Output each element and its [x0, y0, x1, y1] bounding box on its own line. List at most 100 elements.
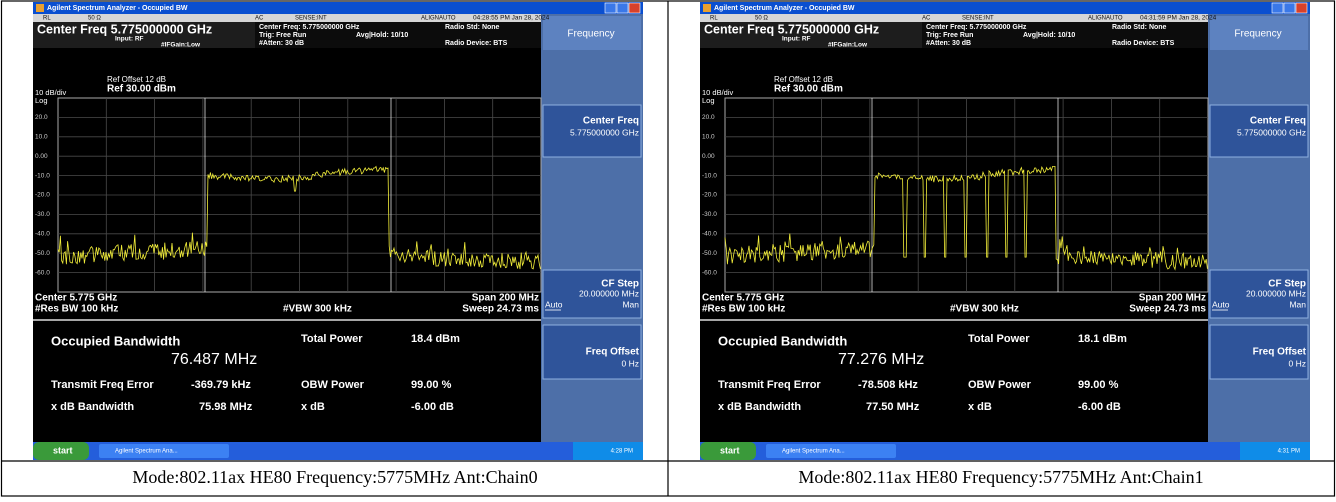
y-axis-label: -30.0: [35, 211, 50, 218]
window-button: [604, 2, 617, 14]
key-center-value: 5.775000000 GHz: [570, 127, 639, 137]
avg: Avg|Hold: 10/10: [356, 32, 408, 39]
timestamp: 04:28:55 PM Jan 28, 2024: [473, 15, 550, 22]
scale: 10 dB/div: [702, 88, 734, 97]
task-button: [766, 444, 896, 458]
coupling: AC: [922, 16, 931, 22]
align: ALIGNAUTO: [421, 16, 456, 22]
y-axis-label: -50.0: [702, 250, 717, 257]
radio-std: Radio Std: None: [1112, 24, 1167, 31]
coupling: AC: [255, 16, 264, 22]
key-center-value: 5.775000000 GHz: [1237, 127, 1306, 137]
radio-std: Radio Std: None: [445, 24, 500, 31]
window-button: [1271, 2, 1284, 14]
y-axis-label: 0.00: [35, 153, 48, 160]
tray: [573, 442, 643, 460]
task: Agilent Spectrum Ana...: [782, 449, 845, 455]
y-axis-label: -40.0: [35, 231, 50, 238]
obw-power: 99.00 %: [411, 379, 452, 391]
tfe-label: Transmit Freq Error: [718, 379, 821, 391]
tfe: -78.508 kHz: [858, 379, 918, 391]
xdb-bw-label: x dB Bandwidth: [718, 401, 801, 413]
key-auto: Auto: [1212, 299, 1230, 309]
analyzer-screenshot: 20.0 10.0 0.00 -10.0 -20.0 -30.0 -40.0 -50.0 -60…: [700, 2, 1310, 460]
scale: 10 dB/div: [35, 88, 67, 97]
window-button: [1283, 2, 1296, 14]
radio-device: Radio Device: BTS: [445, 40, 508, 47]
xdb-bw-label: x dB Bandwidth: [51, 401, 134, 413]
xdb-bw: 75.98 MHz: [199, 401, 253, 413]
tray: [1240, 442, 1310, 460]
start: start: [720, 445, 740, 455]
xdb-label: x dB: [968, 401, 992, 413]
start: start: [53, 445, 73, 455]
app-icon: [703, 4, 711, 12]
title-bar: [33, 2, 643, 14]
avg: Avg|Hold: 10/10: [1023, 32, 1075, 39]
xdb: -6.00 dB: [411, 401, 454, 413]
obw-label: Occupied Bandwidth: [51, 333, 180, 348]
input: Input: RF: [782, 36, 811, 43]
impedance: 50 Ω: [755, 16, 768, 22]
y-axis-label: -60.0: [702, 269, 717, 276]
log: Log: [35, 96, 48, 105]
key-cfstep-value: 20.000000 MHz: [579, 288, 639, 298]
obw-value: 76.487 MHz: [171, 351, 257, 368]
ifgain: #IFGain:Low: [828, 42, 868, 49]
xdb: -6.00 dB: [1078, 401, 1121, 413]
y-axis-label: -60.0: [35, 269, 50, 276]
key-cfstep: CF Step: [1268, 279, 1306, 290]
center-freq: Center Freq 5.775000000 GHz: [704, 22, 879, 36]
ifgain: #IFGain:Low: [161, 42, 201, 49]
vbw: #VBW 300 kHz: [950, 304, 1019, 315]
center: Center 5.775 GHz: [35, 293, 117, 304]
key-auto: Auto: [545, 299, 563, 309]
tfe: -369.79 kHz: [191, 379, 251, 391]
y-axis-label: 0.00: [702, 153, 715, 160]
caption: Mode:802.11ax HE80 Frequency:5775MHz Ant…: [132, 467, 537, 487]
header-left: [33, 22, 255, 48]
atten: #Atten: 30 dB: [259, 40, 304, 47]
start-button: [700, 442, 756, 460]
softkey-button: [542, 104, 642, 158]
menu: Frequency: [1234, 29, 1281, 40]
y-axis-label: -10.0: [702, 172, 717, 179]
total-power-label: Total Power: [968, 333, 1030, 345]
status-line: [33, 14, 541, 22]
tfe-label: Transmit Freq Error: [51, 379, 154, 391]
trace: [724, 165, 1208, 271]
xdb-bw: 77.50 MHz: [866, 401, 920, 413]
key-offset-value: 0 Hz: [622, 358, 639, 368]
task: Agilent Spectrum Ana...: [115, 449, 178, 455]
softkey-button: [542, 324, 642, 380]
window-button: [616, 2, 629, 14]
trig: Trig: Free Run: [259, 32, 306, 39]
menu-title: [543, 16, 641, 50]
key-center: Center Freq: [1250, 116, 1306, 127]
total-power: 18.1 dBm: [1078, 333, 1127, 345]
key-offset: Freq Offset: [586, 347, 640, 358]
y-axis-label: -30.0: [702, 211, 717, 218]
y-axis-label: -40.0: [702, 231, 717, 238]
atten: #Atten: 30 dB: [926, 40, 971, 47]
total-power: 18.4 dBm: [411, 333, 460, 345]
xdb-label: x dB: [301, 401, 325, 413]
trace: [57, 165, 541, 270]
res-bw: #Res BW 100 kHz: [702, 304, 785, 315]
ref-offset: Ref Offset 12 dB: [774, 75, 833, 84]
y-axis-label: -10.0: [35, 172, 50, 179]
window-title: Agilent Spectrum Analyzer - Occupied BW: [714, 5, 855, 12]
align: ALIGNAUTO: [1088, 16, 1123, 22]
y-axis-label: -20.0: [35, 192, 50, 199]
span: Span 200 MHz: [1139, 293, 1206, 304]
trig: Trig: Free Run: [926, 32, 973, 39]
y-axis-label: 10.0: [702, 134, 715, 141]
total-power-label: Total Power: [301, 333, 363, 345]
ref-offset: Ref Offset 12 dB: [107, 75, 166, 84]
key-cfstep-value: 20.000000 MHz: [1246, 288, 1306, 298]
sense: SENSE:INT: [295, 16, 327, 22]
sweep: Sweep 24.73 ms: [462, 304, 539, 315]
y-axis-label: 10.0: [35, 134, 48, 141]
rl: RL: [710, 16, 718, 22]
